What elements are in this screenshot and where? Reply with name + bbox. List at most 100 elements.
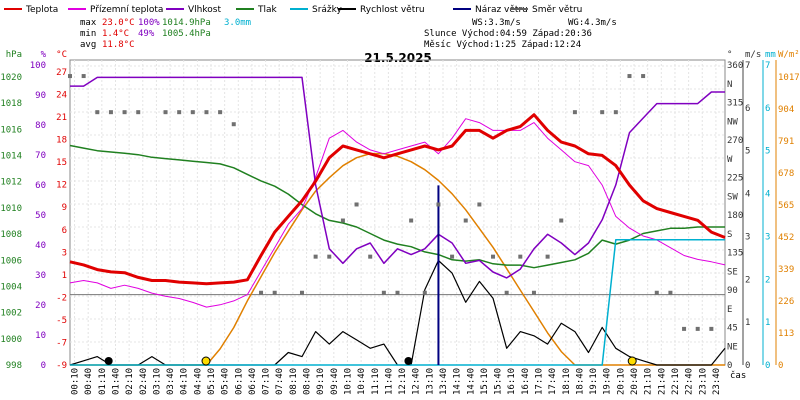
dir-axis-tick: 0 [727, 361, 732, 371]
stat-ws: WS:3.3m/s [472, 18, 521, 28]
wind-direction-point [641, 74, 646, 79]
x-tick-label: 20:40 [630, 368, 640, 395]
temp-axis-tick: 6 [62, 226, 67, 236]
radiation-axis-tick: 791 [778, 137, 794, 147]
ground-temp-line [69, 118, 726, 308]
plot-area [68, 74, 726, 366]
wind-direction-point [600, 110, 605, 115]
wind-speed-axis-tick: 0 [745, 361, 750, 371]
stat-min-press: 1005.4hPa [162, 29, 211, 39]
wind-direction-point [477, 202, 482, 207]
temp-axis-tick: 15 [56, 158, 67, 168]
humidity-axis-unit: % [41, 50, 47, 60]
temp-axis-tick: 24 [56, 91, 67, 101]
hpa-axis-tick: 1016 [0, 125, 22, 135]
dir-axis-tick: N [727, 80, 732, 90]
temp-axis-tick: -7 [56, 338, 67, 348]
wind-direction-point [68, 74, 72, 79]
dir-axis-tick: SE [727, 267, 738, 277]
stat-max-hum: 100% [138, 18, 160, 28]
dir-axis-tick: SW [727, 192, 738, 202]
radiation-line [70, 152, 725, 366]
sun-marker [201, 356, 211, 366]
radiation-axis-tick: 226 [778, 297, 794, 307]
wind-speed-axis-tick: 7 [745, 61, 750, 71]
x-tick-label: 00:10 [71, 368, 81, 395]
temperature-line [69, 113, 726, 286]
stat-min-label: min [80, 29, 96, 39]
wind-direction-point [668, 290, 673, 295]
chart-title: 21.5.2025 [364, 51, 432, 65]
x-tick-label: 08:40 [303, 368, 313, 395]
radiation-axis-tick: 678 [778, 169, 794, 179]
x-tick-label: 13:10 [425, 368, 435, 395]
stat-max-label: max [80, 18, 97, 28]
moon-marker [104, 357, 113, 365]
wind-speed-axis-tick: 6 [745, 104, 750, 114]
radiation-axis-tick: 0 [778, 361, 783, 371]
x-tick-label: 18:10 [562, 368, 572, 395]
x-tick-label: 09:10 [316, 368, 326, 395]
stat-min-temp: 1.4°C [102, 29, 129, 39]
x-tick-label: 06:40 [248, 368, 258, 395]
stat-avg-temp: 11.8°C [102, 40, 135, 50]
wind-direction-point [709, 326, 714, 331]
x-tick-label: 06:10 [234, 368, 244, 395]
hpa-axis-tick: 1002 [0, 309, 22, 319]
x-tick-label: 12:10 [398, 368, 408, 395]
wind-direction-point [368, 254, 373, 259]
x-tick-label: 05:10 [207, 368, 217, 395]
wind-direction-point [95, 110, 100, 115]
rain-axis-tick: 4 [765, 190, 770, 200]
wind-direction-point [122, 110, 127, 115]
wind-direction-point [531, 290, 536, 295]
wind-speed-axis-unit: m/s [745, 50, 761, 60]
temp-axis-tick: 27 [56, 68, 67, 78]
x-tick-label: 14:10 [453, 368, 463, 395]
hpa-axis-tick: 1014 [0, 152, 22, 162]
hpa-axis-tick: 1008 [0, 230, 22, 240]
wind-direction-point [409, 218, 414, 223]
rain-line [70, 238, 725, 366]
temp-axis-unit: °C [56, 50, 67, 60]
humidity-axis-tick: 40 [35, 241, 46, 251]
humidity-axis-tick: 50 [35, 211, 46, 221]
rain-axis-tick: 7 [765, 61, 770, 71]
x-tick-label: 22:40 [685, 368, 695, 395]
wind-direction-point [218, 110, 223, 115]
legend: Teplota Přízemní teplota Vlhkost Tlak Srážky… [4, 5, 582, 15]
x-tick-label: 16:10 [507, 368, 517, 395]
wind-speed-axis-tick: 1 [745, 318, 750, 328]
wind-direction-point [450, 254, 455, 259]
temp-axis-tick: 9 [62, 203, 67, 213]
stat-max-temp: 23.0°C [102, 18, 135, 28]
x-tick-label: 21:40 [657, 368, 667, 395]
dir-axis-tick: S [727, 230, 732, 240]
x-tick-label: 04:10 [180, 368, 190, 395]
rain-axis-tick: 1 [765, 318, 770, 328]
wind-direction-point [572, 110, 577, 115]
rain-axis-unit: mm [765, 50, 776, 60]
legend-label: Náraz větru [475, 5, 528, 15]
dir-axis-tick: 315 [727, 99, 743, 109]
x-tick-label: 11:40 [384, 368, 394, 395]
wind-speed-axis-tick: 4 [745, 190, 750, 200]
wind-direction-point [559, 218, 564, 223]
stat-sun: Slunce Východ:04:59 Západ:20:36 [424, 29, 592, 39]
moon-marker [404, 357, 413, 365]
legend-label: Vlhkost [188, 5, 221, 15]
dir-axis-tick: 45 [727, 324, 738, 334]
axes: 00:10 00:40 01:10 01:40 02:10 02:40 03:10 03:40… [0, 50, 799, 395]
temp-axis-tick: 21 [56, 113, 67, 123]
legend-label: Rychlost větru [360, 5, 425, 15]
stat-min-hum: 49% [138, 29, 155, 39]
wind-direction-point [81, 74, 86, 79]
x-tick-label: 00:40 [84, 368, 94, 395]
humidity-axis-tick: 90 [35, 91, 46, 101]
wind-speed-axis-tick: 3 [745, 232, 750, 242]
legend-label: Tlak [257, 5, 278, 15]
x-tick-label: 20:10 [616, 368, 626, 395]
dir-axis-tick: 270 [727, 136, 743, 146]
rain-axis-tick: 6 [765, 104, 770, 114]
radiation-axis-tick: 904 [778, 105, 794, 115]
